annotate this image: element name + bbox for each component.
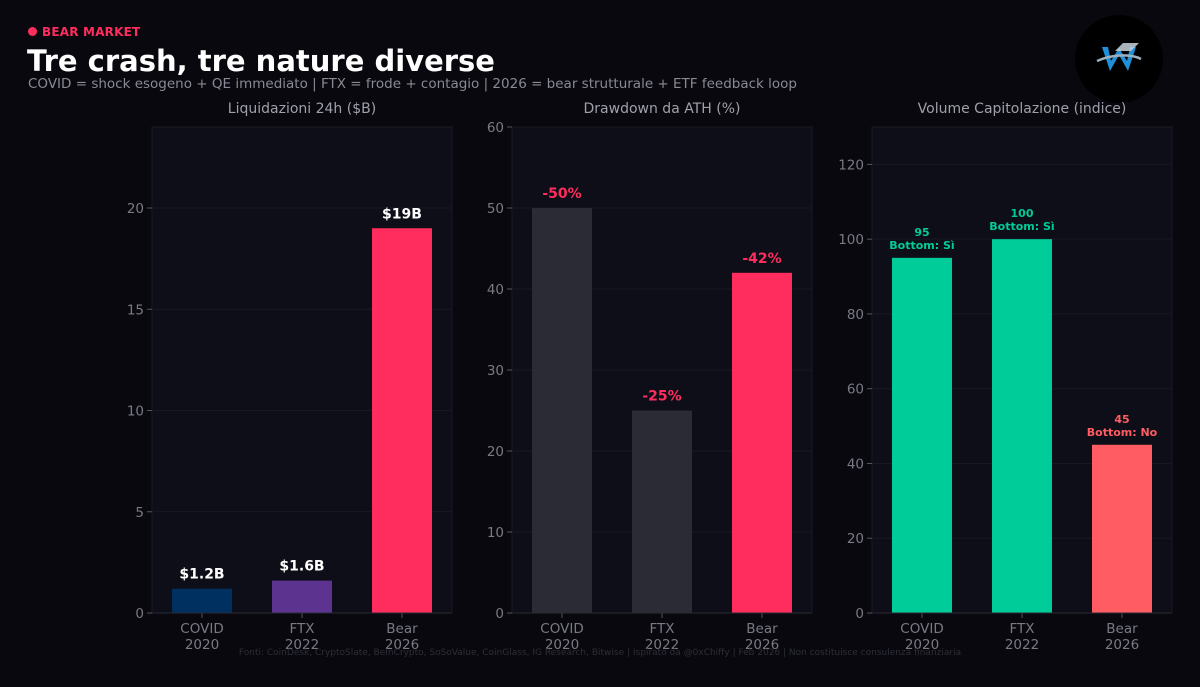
data-label: 95 Bottom: Sì — [889, 226, 954, 252]
data-label: 100 Bottom: Sì — [989, 207, 1054, 233]
y-tick-label: 15 — [127, 302, 144, 318]
chart-title: Drawdown da ATH (%) — [584, 101, 741, 117]
x-tick-label: COVID 2020 — [540, 621, 583, 653]
red-dot-icon — [28, 27, 37, 36]
bar — [172, 588, 232, 613]
data-label: $1.6B — [279, 559, 324, 575]
chart-title: Liquidazioni 24h ($B) — [228, 101, 376, 117]
y-tick-label: 10 — [127, 404, 144, 420]
x-tick-label: FTX 2022 — [645, 621, 679, 653]
y-tick-label: 20 — [487, 444, 504, 460]
y-tick-label: 0 — [135, 606, 144, 622]
data-label: -50% — [542, 186, 581, 202]
y-tick-label: 40 — [487, 282, 504, 298]
bar — [992, 239, 1052, 613]
y-tick-label: 10 — [487, 525, 504, 541]
page-subtitle: COVID = shock esogeno + QE immediato | F… — [28, 76, 797, 92]
bar — [532, 208, 592, 613]
x-tick-label: COVID 2020 — [900, 621, 943, 653]
bar — [372, 228, 432, 613]
y-tick-label: 50 — [487, 201, 504, 217]
chart-1: Liquidazioni 24h ($B) 0 5 10 15 20 $1.2B $1.6B $… — [127, 101, 453, 622]
y-tick-label: 80 — [847, 307, 864, 323]
bar — [732, 272, 792, 613]
data-label: -42% — [742, 251, 781, 267]
x-tick-label: FTX 2022 — [1005, 621, 1039, 653]
sources-footer: Fonti: CoinDesk, CryptoSlate, BeInCrypto… — [238, 648, 962, 658]
data-label: $19B — [382, 206, 422, 222]
y-tick-label: 30 — [487, 363, 504, 379]
x-tick-label: COVID 2020 — [180, 621, 223, 653]
y-tick-label: 20 — [847, 531, 864, 547]
tag-label: BEAR MARKET — [42, 25, 141, 39]
data-label: 45 Bottom: No — [1087, 413, 1158, 439]
x-tick-label: Bear 2026 — [385, 621, 419, 653]
y-tick-label: 120 — [838, 157, 864, 173]
y-tick-label: 60 — [487, 120, 504, 136]
y-tick-label: 60 — [847, 382, 864, 398]
data-label: -25% — [642, 389, 681, 405]
chart-title: Volume Capitolazione (indice) — [918, 101, 1127, 117]
bar — [892, 257, 952, 613]
bar — [1092, 444, 1152, 613]
y-tick-label: 0 — [855, 606, 864, 622]
x-tick-label: FTX 2022 — [285, 621, 319, 653]
data-label: $1.2B — [179, 567, 224, 583]
chart-2: Drawdown da ATH (%) 0 10 20 30 40 50 60 -50% -25%… — [487, 101, 813, 622]
chart-3: Volume Capitolazione (indice) 0 20 40 60 80 10… — [838, 101, 1173, 622]
page-title: Tre crash, tre nature diverse — [27, 44, 495, 78]
brand-logo — [1075, 15, 1163, 103]
y-tick-label: 100 — [838, 232, 864, 248]
x-tick-label: Bear 2026 — [1105, 621, 1139, 653]
y-tick-label: 0 — [495, 606, 504, 622]
x-tick-label: Bear 2026 — [745, 621, 779, 653]
bar — [272, 580, 332, 613]
bear-market-tag: BEAR MARKET — [28, 25, 140, 39]
y-tick-label: 20 — [127, 201, 144, 217]
y-tick-label: 40 — [847, 456, 864, 472]
bar — [632, 410, 692, 613]
w-logo-icon — [1096, 43, 1142, 71]
y-tick-label: 5 — [135, 505, 144, 521]
